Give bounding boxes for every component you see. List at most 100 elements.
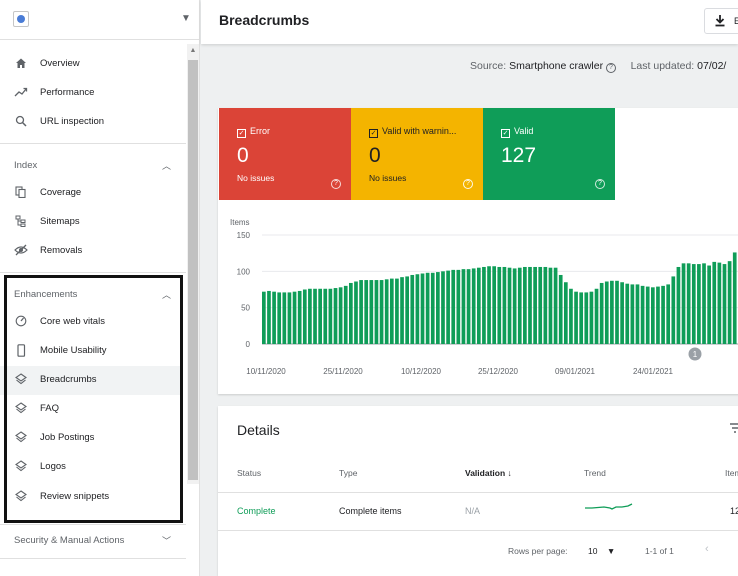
chart-bar: [589, 291, 594, 344]
nav-item-label: Core web vitals: [40, 316, 105, 327]
export-button[interactable]: E: [704, 8, 738, 34]
x-tick-label: 25/11/2020: [323, 367, 363, 376]
nav-item-core-web-vitals[interactable]: Core web vitals: [0, 308, 182, 337]
chart-bar: [338, 287, 343, 344]
home-icon: [13, 57, 29, 73]
nav-item-logos[interactable]: Logos: [0, 453, 182, 482]
column-header-status[interactable]: Status: [237, 468, 262, 478]
chart-bar: [604, 281, 609, 344]
download-icon: [714, 14, 726, 30]
section-enhancements[interactable]: Enhancements ︿: [0, 285, 182, 305]
nav-item-sitemaps[interactable]: Sitemaps: [0, 208, 182, 237]
y-tick-label: 50: [241, 304, 250, 313]
nav-item-mobile-usability[interactable]: Mobile Usability: [0, 337, 182, 366]
page-title: Breadcrumbs: [219, 12, 310, 28]
pagination-range: 1-1 of 1: [645, 546, 674, 556]
rows-per-page-label: Rows per page:: [508, 546, 568, 556]
help-icon[interactable]: ?: [606, 63, 616, 73]
chart-bar: [548, 267, 553, 344]
x-tick-label: 10/12/2020: [401, 367, 442, 376]
nav-item-overview[interactable]: Overview: [0, 50, 182, 79]
layers-icon: [13, 431, 29, 447]
chart-bar: [292, 291, 297, 344]
row-items-count: 12: [730, 506, 738, 516]
nav-item-removals[interactable]: Removals: [0, 237, 182, 266]
phone-icon: [13, 344, 29, 360]
chart-bar: [574, 291, 578, 344]
y-tick-label: 100: [237, 267, 251, 276]
source-value: Smartphone crawler: [509, 60, 604, 72]
layers-icon: [13, 460, 29, 476]
chart-bar: [645, 286, 650, 344]
column-header-type[interactable]: Type: [339, 468, 358, 478]
sidebar-scroll-thumb[interactable]: [188, 60, 198, 480]
chart-bar: [384, 279, 389, 344]
chart-bar: [364, 280, 369, 344]
updated-prefix: Last updated:: [630, 60, 695, 72]
section-security[interactable]: Security & Manual Actions ﹀: [0, 531, 182, 551]
chart-bar: [374, 280, 379, 344]
chart-bar: [512, 268, 517, 344]
chart-bar: [349, 282, 353, 344]
chart-bar: [650, 287, 655, 344]
nav-item-label: Coverage: [40, 187, 82, 198]
tile-error[interactable]: ✓ Error 0 No issues ?: [219, 108, 351, 200]
section-heading: Index: [14, 160, 38, 171]
divider: [0, 272, 186, 273]
chart-bar: [369, 280, 374, 344]
annotation-label: 1: [693, 350, 698, 359]
chart-bar: [323, 288, 328, 344]
tile-valid-with-warning[interactable]: ✓ Valid with warnin... 0 No issues ?: [351, 108, 483, 200]
nav-item-job-postings[interactable]: Job Postings: [0, 424, 182, 453]
chart-bar: [430, 272, 435, 344]
page-header: Breadcrumbs E: [201, 0, 738, 44]
chart-bar: [517, 267, 522, 344]
chart-bar: [666, 284, 671, 344]
annotation-marker: [688, 347, 702, 361]
column-header-validation[interactable]: Validation ↓: [465, 468, 512, 478]
filter-icon[interactable]: [730, 422, 738, 436]
caret-down-icon[interactable]: ▼: [181, 13, 191, 24]
row-status[interactable]: Complete: [237, 506, 276, 516]
chart-bar: [686, 263, 691, 344]
checkbox-icon[interactable]: ✓: [501, 129, 510, 138]
nav-item-url-inspection[interactable]: URL inspection: [0, 108, 182, 137]
tile-valid[interactable]: ✓ Valid 127 ?: [483, 108, 615, 200]
help-icon[interactable]: ?: [463, 179, 473, 189]
source-prefix: Source:: [470, 60, 507, 72]
prev-page-icon[interactable]: ‹: [705, 543, 709, 555]
section-index[interactable]: Index ︿: [0, 156, 182, 176]
rows-per-page-value: 10: [588, 546, 598, 556]
chart-bar: [712, 261, 717, 344]
tile-value: 127: [501, 144, 537, 167]
property-icon: [13, 11, 29, 27]
scroll-up-arrow-icon[interactable]: ▲: [189, 47, 197, 54]
nav-item-label: Sitemaps: [40, 216, 80, 227]
help-icon[interactable]: ?: [595, 179, 605, 189]
chart-bar: [543, 266, 548, 344]
chart-bar: [359, 280, 363, 344]
chart-bar: [456, 269, 461, 344]
trending-up-icon: [13, 86, 29, 102]
column-header-items[interactable]: Item: [725, 468, 738, 478]
help-icon[interactable]: ?: [331, 179, 341, 189]
nav-item-review-snippets[interactable]: Review snippets: [0, 483, 182, 512]
property-selector[interactable]: ▼: [0, 0, 199, 40]
tile-label-text: Valid with warnin...: [382, 126, 457, 136]
nav-item-faq[interactable]: FAQ: [0, 395, 182, 424]
nav-item-breadcrumbs[interactable]: Breadcrumbs: [0, 366, 182, 395]
chevron-up-icon: ︿: [162, 161, 172, 171]
column-header-trend[interactable]: Trend: [584, 468, 606, 478]
chart-bar: [461, 269, 466, 344]
chart-bar: [732, 252, 737, 344]
tile-label: ✓ Valid with warnin...: [369, 126, 456, 138]
nav-item-performance[interactable]: Performance: [0, 79, 182, 108]
chart-bar: [441, 271, 445, 344]
checkbox-icon[interactable]: ✓: [237, 129, 246, 138]
row-type[interactable]: Complete items: [339, 506, 402, 516]
checkbox-icon[interactable]: ✓: [369, 129, 378, 138]
source-info: Source: Smartphone crawler ? Last update…: [470, 60, 726, 73]
nav-item-coverage[interactable]: Coverage: [0, 179, 182, 208]
rows-per-page-select[interactable]: 10 ▼: [588, 546, 615, 556]
chart-bar: [482, 266, 486, 344]
